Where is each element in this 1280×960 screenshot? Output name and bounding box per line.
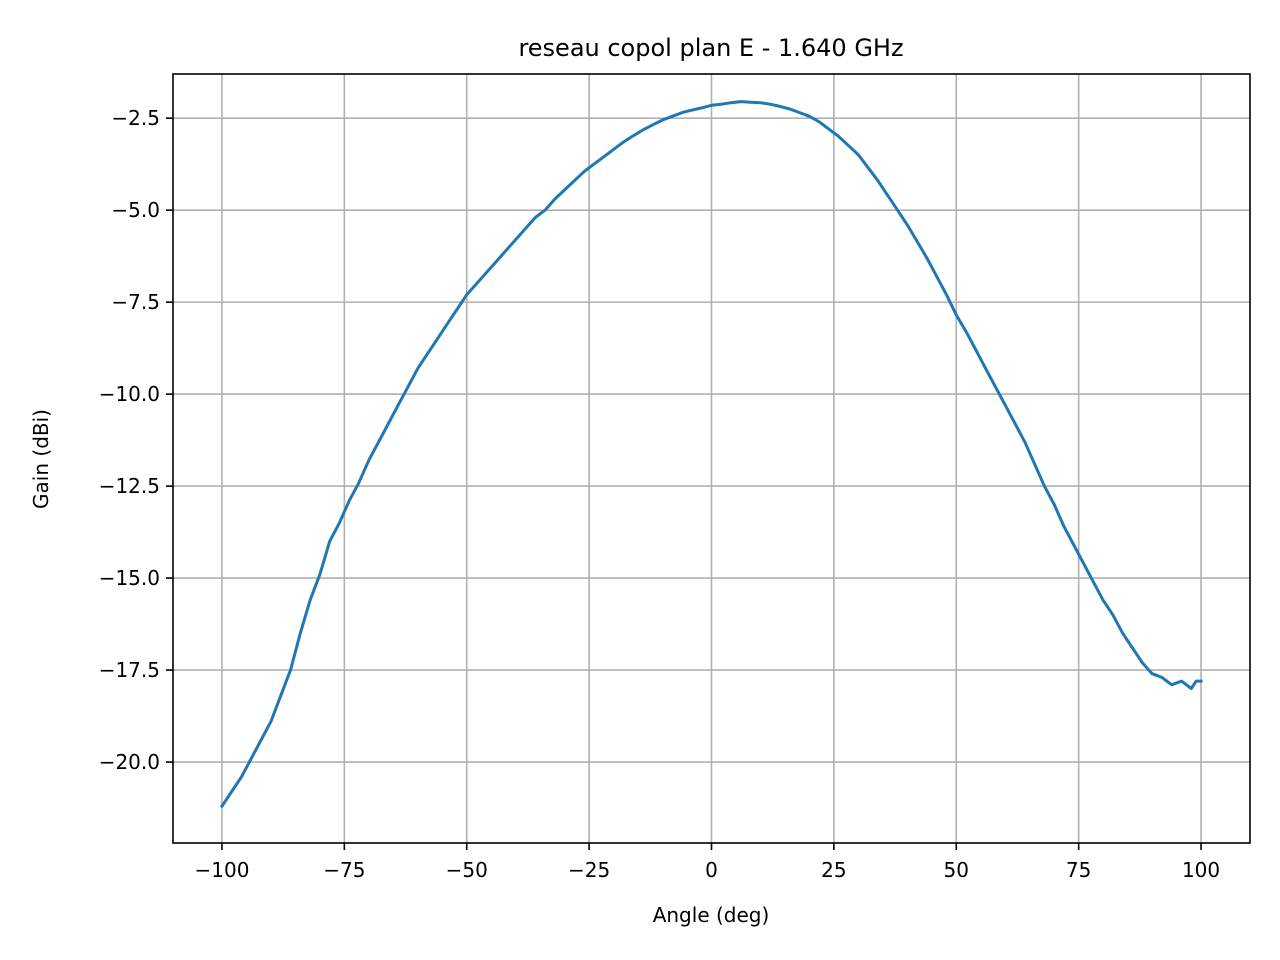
x-tick-label: −75 xyxy=(323,858,365,882)
y-tick-label: −20.0 xyxy=(99,750,160,774)
x-tick-label: 100 xyxy=(1182,858,1220,882)
series-line xyxy=(219,100,1203,809)
y-tick-label: −10.0 xyxy=(99,382,160,406)
x-tick-label: −25 xyxy=(568,858,610,882)
x-tick-label: −100 xyxy=(194,858,249,882)
y-axis: −2.5 −5.0 −7.5 −10.0 −12.5 −15.0 −17.5 −20.0 xyxy=(99,106,173,774)
x-tick-label: 0 xyxy=(705,858,718,882)
x-tick-label: 75 xyxy=(1066,858,1091,882)
x-axis-title: Angle (deg) xyxy=(653,903,770,927)
y-tick-label: −5.0 xyxy=(111,198,160,222)
x-tick-label: 50 xyxy=(944,858,969,882)
y-tick-label: −2.5 xyxy=(111,106,160,130)
x-tick-label: 25 xyxy=(821,858,846,882)
x-axis: −100 −75 −50 −25 0 25 50 75 100 xyxy=(194,843,1220,882)
series-group xyxy=(219,100,1203,809)
y-tick-label: −17.5 xyxy=(99,658,160,682)
chart-title: reseau copol plan E - 1.640 GHz xyxy=(518,34,903,62)
x-tick-label: −50 xyxy=(446,858,488,882)
y-tick-label: −12.5 xyxy=(99,474,160,498)
y-tick-label: −7.5 xyxy=(111,290,160,314)
y-axis-title: Gain (dBi) xyxy=(29,409,53,509)
grid-lines xyxy=(173,74,1250,843)
y-tick-label: −15.0 xyxy=(99,566,160,590)
